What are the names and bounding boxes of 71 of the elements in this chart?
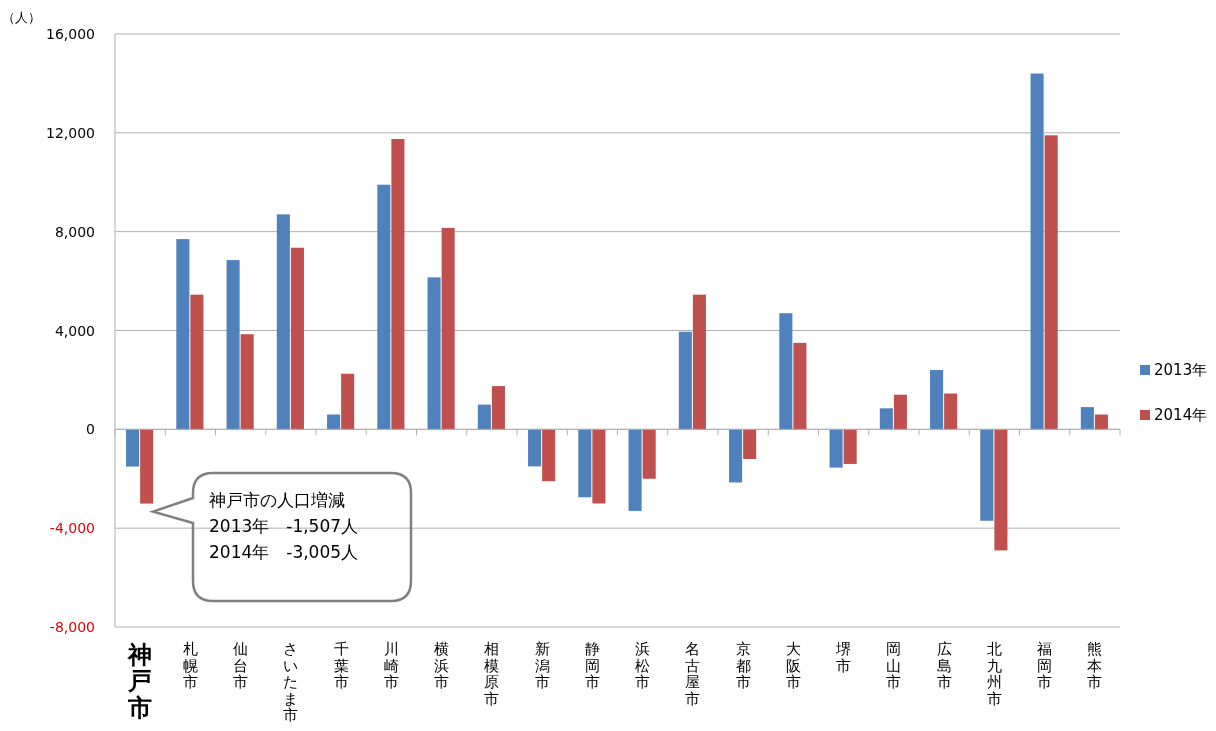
bar: [793, 342, 807, 430]
bar: [240, 334, 254, 430]
bar: [893, 394, 907, 430]
bar: [528, 429, 542, 467]
x-tick-label: 神戸市: [127, 641, 153, 722]
y-tick-label: -8,000: [49, 619, 95, 635]
bar: [944, 393, 958, 430]
bar: [592, 429, 606, 504]
bar: [994, 429, 1008, 551]
bar: [140, 429, 154, 504]
x-tick-label: 浜松市: [635, 640, 651, 691]
bar: [226, 260, 240, 430]
bar: [729, 429, 743, 483]
x-tick-label: 岡山市: [886, 640, 902, 691]
x-tick-label: 千葉市: [333, 640, 349, 691]
x-tick-label: 名古屋市: [685, 640, 701, 708]
x-tick-label: 福岡市: [1037, 640, 1053, 691]
bar: [678, 331, 692, 430]
legend-label: 2014年: [1154, 406, 1208, 424]
bar: [1030, 73, 1044, 430]
bar: [477, 404, 491, 430]
bar: [980, 429, 994, 521]
x-tick-label: 熊本市: [1087, 640, 1103, 691]
x-tick-label: 相模原市: [484, 640, 500, 708]
bar: [377, 184, 391, 430]
legend-label: 2013年: [1154, 361, 1208, 379]
bar: [1044, 135, 1058, 430]
y-tick-label: 16,000: [46, 26, 95, 42]
bar: [642, 429, 656, 479]
y-tick-label: 4,000: [54, 322, 95, 339]
bar: [441, 227, 455, 430]
bar: [843, 429, 857, 464]
bar: [1094, 414, 1108, 430]
x-tick-label: 広島市: [936, 640, 952, 691]
bar: [578, 429, 592, 498]
bar: [779, 313, 793, 430]
bar: [829, 429, 843, 468]
bar: [126, 429, 140, 467]
x-tick-label: 新潟市: [534, 640, 550, 691]
bar: [692, 294, 706, 430]
x-tick-label: 川崎市: [383, 640, 399, 691]
bar: [1080, 407, 1094, 430]
y-tick-label: 0: [86, 421, 95, 438]
bar: [628, 429, 642, 511]
y-tick-label: 8,000: [54, 223, 95, 240]
bar: [391, 139, 405, 430]
x-tick-label: 北九州市: [986, 640, 1002, 708]
x-tick-label: 札幌市: [182, 640, 198, 691]
x-tick-label: 堺市: [835, 640, 852, 675]
bar: [276, 214, 290, 430]
bar: [290, 247, 304, 430]
bar: [930, 370, 944, 430]
bar: [427, 277, 441, 430]
bar: [341, 373, 355, 430]
bar: [879, 408, 893, 430]
bar: [743, 429, 757, 459]
y-axis-title: （人）: [2, 10, 41, 25]
bar: [327, 414, 341, 430]
bar: [542, 429, 556, 482]
bar: [491, 386, 505, 430]
x-tick-label: 横浜市: [434, 640, 450, 691]
x-tick-label: 京都市: [735, 640, 751, 691]
x-tick-label: 大阪市: [785, 640, 801, 691]
bar: [190, 294, 204, 430]
x-tick-label: さいたま市: [283, 640, 299, 724]
bar: [176, 239, 190, 430]
x-tick-label: 仙台市: [233, 640, 249, 691]
x-tick-label: 静岡市: [584, 640, 600, 691]
y-tick-label: -4,000: [49, 520, 95, 537]
y-tick-label: 12,000: [46, 124, 95, 141]
annotation: 神戸市の人口増減 2013年 -1,507人 2014年 -3,005人: [209, 490, 359, 562]
